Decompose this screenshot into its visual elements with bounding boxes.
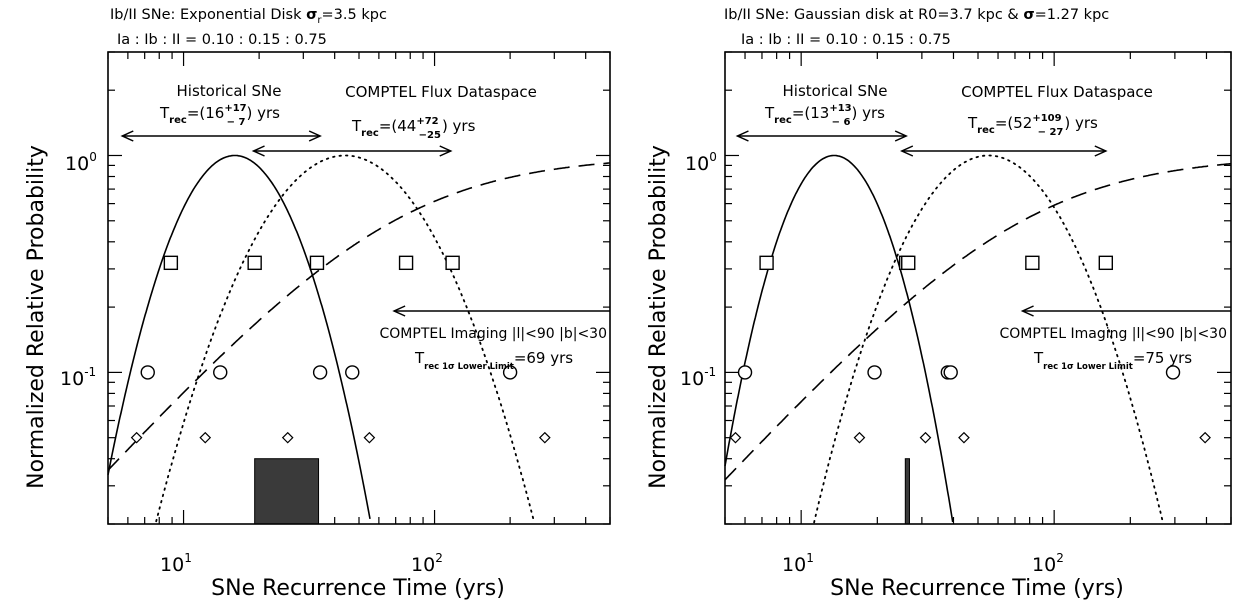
historical-arrow-head-left bbox=[120, 130, 134, 142]
comptel-flux-label: COMPTEL Flux Dataspace bbox=[961, 83, 1153, 101]
square-marker bbox=[398, 255, 414, 271]
dotted-curve bbox=[813, 154, 1165, 525]
solid-curve bbox=[724, 154, 954, 523]
diamond-marker bbox=[958, 431, 970, 444]
diamond-marker bbox=[853, 431, 866, 444]
comptel-imaging-label: COMPTEL Imaging |l|<90 |b|<30 bbox=[380, 326, 607, 342]
comptel-flux-trec: Trec=(52+109− 27) yrs bbox=[967, 113, 1098, 138]
square-marker bbox=[759, 255, 774, 271]
x-axis-label: SNe Recurrence Time (yrs) bbox=[830, 576, 1124, 601]
chart-panel-left: Ib/II SNe: Exponential Disk σr=3.5 kpc I… bbox=[24, 7, 611, 601]
x-tick-label-100: 102 bbox=[411, 551, 443, 576]
circle-marker bbox=[140, 365, 155, 380]
data-markers bbox=[729, 255, 1211, 444]
shaded-band-rect bbox=[254, 458, 320, 525]
y-tick-label-1: 100 bbox=[65, 150, 97, 175]
range-arrows bbox=[120, 130, 610, 317]
comptel-imaging-trec: Trec 1σ Lower Limit=75 yrs bbox=[1033, 349, 1192, 372]
circle-marker bbox=[1165, 365, 1181, 380]
circle-marker bbox=[213, 365, 228, 380]
flux-arrow-head-right bbox=[1094, 145, 1108, 157]
historical-sne-trec: Trec=(13+13− 6) yrs bbox=[764, 103, 885, 128]
circle-marker bbox=[737, 365, 753, 380]
square-marker bbox=[247, 255, 262, 271]
historical-sne-trec: Trec=(16+17− 7) yrs bbox=[159, 103, 280, 128]
historical-arrow-head-right bbox=[894, 130, 908, 142]
flux-arrow-head-left bbox=[251, 145, 265, 157]
imaging-arrow-head-left bbox=[392, 305, 406, 317]
square-marker bbox=[1098, 255, 1114, 271]
range-arrows bbox=[735, 130, 1231, 317]
circle-marker bbox=[943, 365, 958, 380]
shaded-band bbox=[254, 458, 320, 525]
circle-marker bbox=[502, 365, 518, 380]
y-tick-label-0.1: 10-1 bbox=[60, 365, 96, 390]
diamond-marker bbox=[199, 431, 212, 444]
imaging-arrow-head-left bbox=[1020, 305, 1034, 317]
chart-subtitle: Ia : Ib : II = 0.10 : 0.15 : 0.75 bbox=[741, 32, 951, 48]
historical-arrow-head-right bbox=[308, 130, 322, 142]
square-marker bbox=[901, 255, 916, 271]
y-tick-label-1: 100 bbox=[685, 150, 717, 175]
comptel-flux-trec: Trec=(44+72 −25) yrs bbox=[351, 116, 476, 141]
circle-marker bbox=[345, 365, 360, 380]
x-axis-label: SNe Recurrence Time (yrs) bbox=[211, 576, 505, 601]
square-marker bbox=[1025, 255, 1040, 271]
axis-ticks bbox=[724, 51, 1232, 525]
square-marker bbox=[309, 255, 325, 271]
flux-arrow-head-right bbox=[439, 145, 453, 157]
diamond-marker bbox=[130, 431, 143, 444]
comptel-flux-label: COMPTEL Flux Dataspace bbox=[345, 83, 537, 101]
circle-marker bbox=[312, 365, 328, 380]
dashed-curve bbox=[724, 163, 1231, 481]
diamond-marker bbox=[281, 431, 294, 444]
x-tick-label-10: 101 bbox=[782, 551, 814, 576]
chart-title: Ib/II SNe: Gaussian disk at R0=3.7 kpc &… bbox=[724, 7, 1109, 23]
y-axis-label: Normalized Relative Probability bbox=[24, 145, 49, 489]
dashed-curve bbox=[107, 162, 610, 471]
probability-curves bbox=[107, 154, 610, 523]
data-markers bbox=[130, 255, 551, 444]
diamond-marker bbox=[363, 431, 376, 444]
square-marker bbox=[163, 255, 179, 271]
probability-curves bbox=[724, 154, 1231, 525]
diamond-marker bbox=[729, 431, 742, 444]
chart-panel-right: Ib/II SNe: Gaussian disk at R0=3.7 kpc &… bbox=[646, 7, 1232, 601]
y-tick-label-0.1: 10-1 bbox=[680, 365, 716, 390]
dotted-curve bbox=[155, 154, 535, 523]
y-axis-label: Normalized Relative Probability bbox=[646, 145, 671, 489]
square-marker bbox=[445, 255, 460, 271]
historical-sne-label: Historical SNe bbox=[783, 82, 888, 100]
historical-sne-label: Historical SNe bbox=[177, 82, 282, 100]
diamond-marker bbox=[1199, 431, 1211, 444]
historical-arrow-head-left bbox=[735, 130, 749, 142]
comptel-imaging-label: COMPTEL Imaging |l|<90 |b|<30 bbox=[1000, 326, 1227, 342]
shaded-band bbox=[904, 458, 910, 525]
shaded-band-rect bbox=[904, 458, 910, 525]
comptel-imaging-trec: Trec 1σ Lower Limit=69 yrs bbox=[414, 349, 573, 372]
solid-curve bbox=[107, 154, 371, 520]
chart-title: Ib/II SNe: Exponential Disk σr=3.5 kpc bbox=[110, 7, 387, 26]
diamond-marker bbox=[919, 431, 932, 444]
flux-arrow-head-left bbox=[900, 145, 914, 157]
plot-frame bbox=[724, 51, 1232, 525]
diamond-marker bbox=[538, 431, 551, 444]
plot-frame bbox=[107, 51, 611, 525]
chart-subtitle: Ia : Ib : II = 0.10 : 0.15 : 0.75 bbox=[117, 32, 327, 48]
x-tick-label-100: 102 bbox=[1032, 551, 1064, 576]
x-tick-label-10: 101 bbox=[160, 551, 192, 576]
circle-marker bbox=[867, 365, 882, 380]
